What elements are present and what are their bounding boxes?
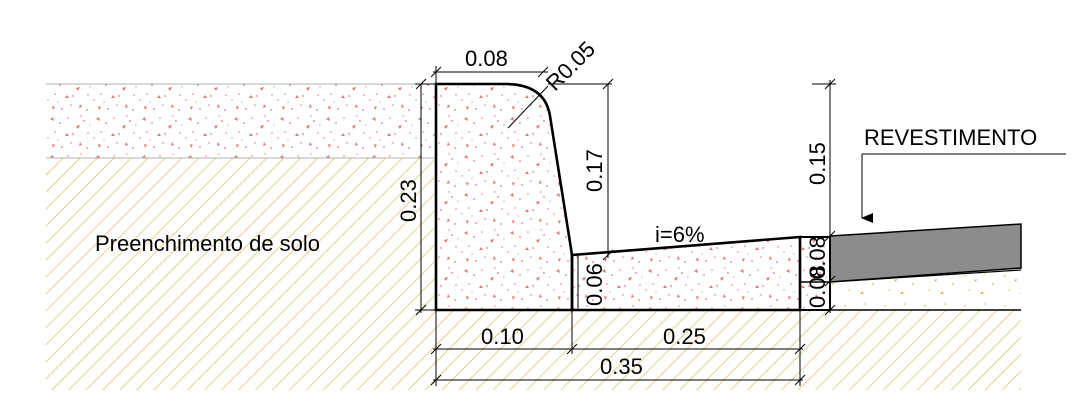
dim-curb-face bbox=[548, 78, 614, 261]
soil-fill bbox=[46, 158, 1021, 390]
dim-bottom-widths bbox=[430, 310, 806, 386]
slope-label: i=6% bbox=[655, 222, 705, 247]
curb-body bbox=[434, 82, 574, 312]
dim-curb-base-label: 0.10 bbox=[481, 324, 524, 349]
fill-soil-label: Preenchimento de solo bbox=[95, 231, 320, 256]
dim-total-width bbox=[430, 374, 806, 386]
dim-curb-face-label: 0.17 bbox=[582, 149, 607, 192]
dim-pavement-thickness-label: 0.08 bbox=[805, 236, 830, 279]
dim-pavement-height-label: 0.15 bbox=[805, 142, 830, 185]
dim-base-thickness-label: 0.08 bbox=[805, 265, 830, 308]
dim-gutter-width-label: 0.25 bbox=[663, 324, 706, 349]
dim-gutter-edge-label: 0.06 bbox=[582, 263, 607, 306]
radius-leader bbox=[507, 85, 549, 129]
dim-pavement-height bbox=[812, 78, 836, 316]
dim-total-height-label: 0.23 bbox=[396, 179, 421, 222]
pavement-label: REVESTIMENTO bbox=[864, 125, 1037, 150]
dim-total-height bbox=[415, 78, 436, 316]
dim-top-width bbox=[430, 66, 549, 84]
upper-fill-layer bbox=[46, 84, 436, 158]
radius-label: R0.05 bbox=[541, 36, 600, 95]
dim-total-width-label: 0.35 bbox=[600, 354, 643, 379]
dim-top-width-label: 0.08 bbox=[465, 46, 508, 71]
